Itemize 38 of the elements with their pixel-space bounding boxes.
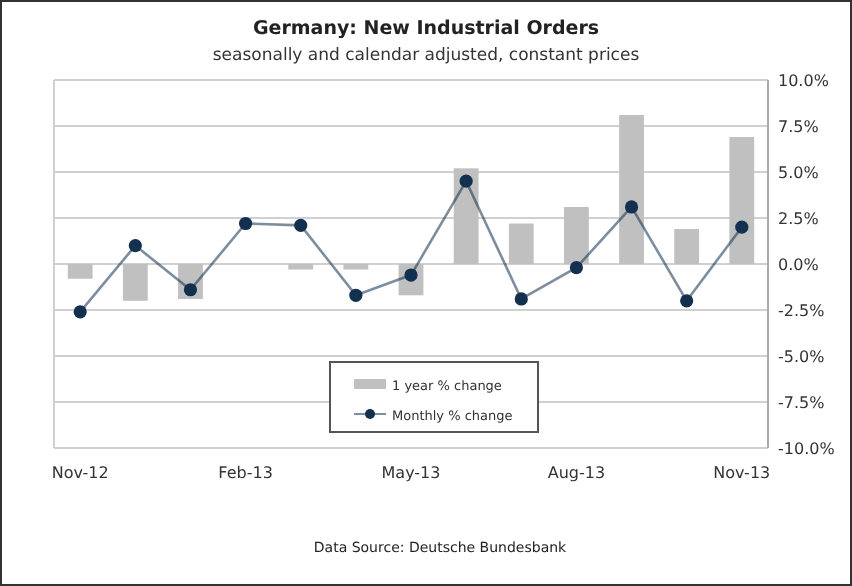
point [569,261,584,275]
y-tick-label: -2.5% [778,302,826,320]
point [73,305,87,319]
point [514,292,528,306]
chart-title: Germany: New Industrial Orders [252,18,600,40]
x-tick-label: Nov-13 [713,464,771,482]
y-tick-label: -10.0% [778,440,836,458]
y-tick-label: 2.5% [778,210,820,228]
y-tick-label: 10.0% [778,72,830,90]
bar [122,264,148,301]
bar [508,223,534,264]
x-tick-label: Nov-12 [51,464,109,482]
point [624,200,639,214]
point [349,288,363,302]
y-tick-label: -5.0% [778,348,826,366]
y-tick-label: 0.0% [778,256,820,274]
bar [343,264,369,270]
point [183,283,198,297]
bar [288,264,314,270]
y-tick-label: 5.0% [778,164,820,182]
point [735,220,749,234]
bar [729,137,755,264]
bar [453,168,479,264]
bar [564,206,589,264]
bar [619,114,644,264]
y-tick-label: -7.5% [778,394,826,412]
bar [67,264,93,279]
x-tick-label: Feb-13 [218,464,273,482]
point [294,218,308,232]
point [238,216,253,231]
bar [674,229,700,264]
point [459,174,473,188]
chart-subtitle: seasonally and calendar adjusted, constant prices [212,46,641,66]
point [128,239,142,253]
x-tick-label: Aug-13 [547,464,606,482]
x-tick-label: May-13 [381,464,441,482]
point [680,294,694,308]
y-tick-label: 7.5% [778,118,820,136]
